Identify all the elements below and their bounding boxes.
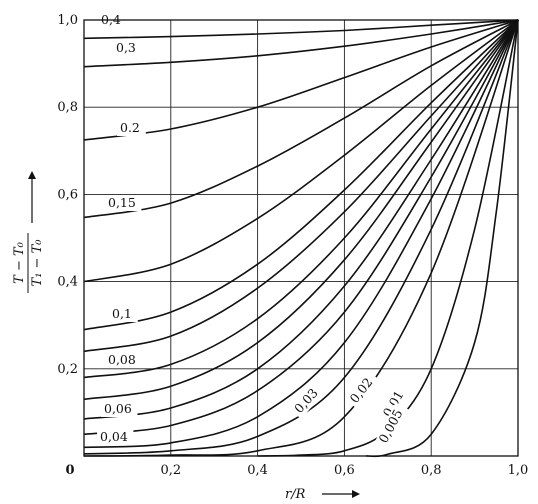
x-tick-label: 0,2	[160, 463, 181, 478]
series-line	[83, 19, 519, 379]
curve-label: 0,03	[289, 381, 326, 419]
curve-label: 0,3	[113, 40, 142, 56]
x-axis-label: r/R	[285, 487, 306, 502]
y-axis-title: T − T₀ T₁ − T₀	[12, 171, 45, 293]
curve-label-background	[101, 402, 138, 417]
series-line	[83, 19, 519, 353]
series-line	[83, 19, 519, 435]
curve-label-background	[374, 402, 409, 449]
series-line	[83, 19, 519, 141]
curve-label-background	[105, 196, 142, 211]
curve-label: 0,06	[101, 401, 138, 417]
curve-label-background	[105, 353, 142, 368]
y-axis-label-numerator: T − T₀	[12, 241, 27, 283]
curve-label: 0,04	[97, 429, 134, 445]
x-tick-label: 0,4	[247, 463, 268, 478]
x-axis-title: r/R	[285, 487, 360, 502]
series-line	[257, 19, 519, 457]
curve-label-background	[289, 381, 326, 419]
curve-label-text: 0,15	[108, 195, 136, 210]
y-tick-label: 0,6	[57, 187, 78, 202]
curve-label: 0,1	[109, 306, 138, 322]
curve-label-text: 0,1	[112, 306, 132, 321]
series-line	[83, 19, 519, 219]
curve-label-background	[109, 307, 138, 322]
y-tick-label: 0,8	[57, 100, 78, 115]
grid	[84, 20, 518, 456]
series-line	[83, 19, 519, 457]
series-line	[83, 19, 519, 420]
curve-label-text: 0,08	[108, 352, 136, 367]
tick-labels: 0 0,2 0,4 0,6 0,8 1,0 0,2 0,4 0,6 0,8 1,0	[57, 13, 528, 478]
x-axis-arrow-head	[352, 490, 360, 498]
y-tick-label: 1,0	[57, 13, 78, 28]
curve-label-background	[117, 121, 146, 136]
curve-label-background	[345, 370, 380, 409]
series-line	[83, 19, 519, 401]
curve-label-background	[378, 383, 411, 423]
series-line	[83, 19, 519, 455]
curve-label-background	[97, 430, 134, 445]
series-line	[83, 19, 519, 40]
plot-frame	[83, 19, 519, 457]
curve-label: 0.2	[117, 120, 146, 136]
axes	[83, 19, 519, 457]
curve-label-text: 0,3	[116, 40, 136, 55]
y-tick-label: 0,2	[57, 362, 78, 377]
series-line	[83, 19, 519, 449]
y-axis-arrow-head	[28, 171, 36, 179]
x-tick-label: 0	[65, 463, 74, 478]
curve-label-text: 0,06	[104, 401, 132, 416]
series-line	[83, 19, 519, 68]
curve-label-background	[113, 41, 142, 56]
curve-label: 0,005	[374, 402, 409, 449]
x-tick-label: 0,8	[421, 463, 442, 478]
series-line	[83, 19, 519, 331]
curve-label-text: 0,04	[100, 429, 128, 444]
x-tick-label: 1,0	[508, 463, 529, 478]
series-line	[83, 19, 519, 283]
y-tick-label: 0,4	[57, 275, 78, 290]
curves	[83, 19, 519, 458]
x-tick-label: 0,6	[334, 463, 355, 478]
curve-label: 0,02	[345, 370, 380, 409]
curve-label-text: 0.2	[120, 120, 140, 135]
curve-label: 0,08	[105, 352, 142, 368]
series-line	[366, 19, 519, 458]
curve-label: 0,15	[105, 195, 142, 211]
y-axis-label-denominator: T₁ − T₀	[30, 239, 45, 287]
curve-labels: 0,40,30.20,150,10,080,060,040,03 0,02 0,01…	[97, 12, 411, 449]
